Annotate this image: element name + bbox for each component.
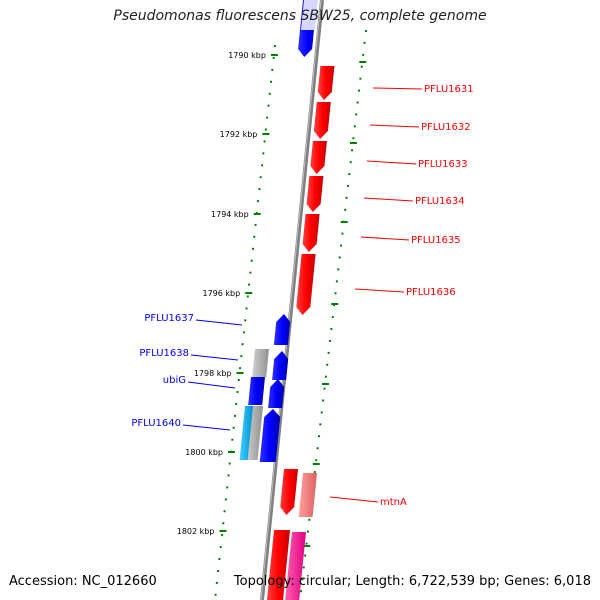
forward-gene-label: PFLU1633: [418, 159, 468, 170]
gene-label-leader: [354, 288, 405, 293]
forward-gene-label: PFLU1636: [406, 287, 456, 298]
scale-tick-label: 1792 kbp: [220, 130, 258, 139]
reverse-gene-arrow: [259, 409, 281, 462]
rna-feature-box: [252, 349, 269, 377]
reverse-gene-label: ubiG: [163, 375, 186, 386]
forward-gene-arrow: [296, 254, 316, 315]
scale-tick-label: 1794 kbp: [211, 210, 249, 219]
reverse-gene-arrow: [272, 351, 289, 380]
accession-text: Accession: NC_012660: [9, 574, 157, 589]
gene-label-leader: [190, 354, 239, 361]
pink-feature-box: [298, 473, 317, 517]
gene-label-leader: [329, 496, 379, 503]
map-title: Pseudomonas fluorescens SBW25, complete …: [113, 8, 487, 24]
reverse-gene-label: PFLU1637: [144, 313, 194, 324]
forward-gene-label: PFLU1631: [424, 84, 474, 95]
gene-label-leader: [369, 124, 420, 128]
backbone-highlight: [260, 0, 322, 600]
reverse-gene-arrow: [268, 379, 285, 408]
forward-gene-label: mtnA: [380, 497, 407, 508]
forward-gene-label: PFLU1632: [421, 122, 471, 133]
gene-label-leader: [187, 381, 236, 389]
gene-label-leader: [372, 87, 423, 90]
magenta-feature-box: [285, 532, 306, 600]
gene-label-leader: [360, 236, 410, 241]
forward-gene-label: PFLU1634: [415, 196, 465, 207]
cyan-feature-box: [239, 406, 253, 460]
forward-gene-box: [267, 530, 290, 600]
scale-tick-label: 1800 kbp: [185, 448, 223, 457]
gene-label-leader: [195, 319, 243, 326]
gene-label-leader: [182, 424, 231, 431]
forward-gene-arrow: [317, 66, 335, 100]
forward-gene-arrow: [280, 469, 298, 515]
forward-gene-arrow: [313, 102, 331, 139]
inner-scale-dotted-line: [214, 44, 276, 600]
scale-tick-label: 1798 kbp: [194, 369, 232, 378]
reverse-gene-arrow: [273, 314, 291, 345]
forward-gene-label: PFLU1635: [411, 235, 461, 246]
backbone-line: [260, 0, 324, 600]
genome-summary-text: Topology: circular; Length: 6,722,539 bp…: [233, 574, 591, 589]
forward-gene-arrow: [302, 214, 320, 252]
gene-label-leader: [363, 197, 414, 202]
reverse-gene-label: PFLU1638: [139, 348, 189, 359]
forward-gene-arrow: [310, 141, 327, 174]
forward-gene-arrow: [306, 176, 324, 212]
reverse-gene-label: PFLU1640: [131, 418, 181, 429]
scale-tick-label: 1796 kbp: [202, 289, 240, 298]
gene-label-leader: [366, 160, 417, 165]
reverse-gene-arrow-highlight: [301, 0, 318, 30]
scale-tick-label: 1790 kbp: [228, 51, 266, 60]
reverse-gene-box: [248, 377, 265, 405]
scale-tick-label: 1802 kbp: [177, 527, 215, 536]
